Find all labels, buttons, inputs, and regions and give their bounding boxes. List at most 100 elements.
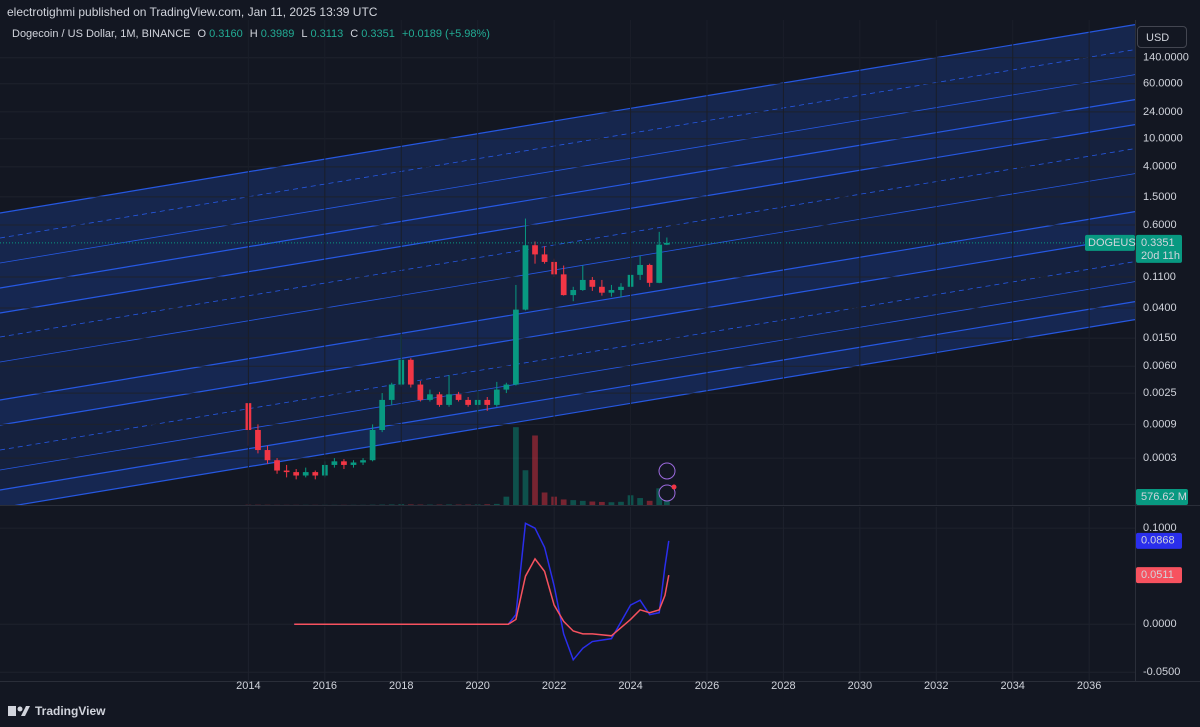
- icon[interactable]: [658, 484, 676, 502]
- candle-body: [255, 429, 261, 451]
- candle-body: [427, 394, 433, 400]
- candle-body: [369, 429, 376, 461]
- candle-body: [484, 399, 491, 405]
- volume-label: 576.62 M: [1141, 491, 1187, 503]
- y-tick-label: -0.0500: [1143, 666, 1180, 678]
- volume-bar: [388, 504, 395, 505]
- y-tick-label: 0.0003: [1143, 452, 1177, 464]
- y-tick-label: 4.0000: [1143, 161, 1177, 173]
- volume-bar: [560, 499, 567, 505]
- price-label: 0.3351: [1141, 237, 1175, 249]
- indicator-value: 0.0511: [1141, 569, 1174, 581]
- y-tick-label: 0.0060: [1143, 360, 1177, 372]
- x-tick-label: 2016: [313, 680, 337, 692]
- channel-line: [0, 74, 1135, 264]
- y-tick-label: 60.0000: [1143, 78, 1183, 90]
- x-tick-label: 2018: [389, 680, 413, 692]
- legend: Dogecoin / US Dollar, 1M, BINANCE O 0.316…: [12, 28, 490, 40]
- volume-bar: [589, 501, 596, 505]
- x-tick-label: 2020: [465, 680, 489, 692]
- footer: TradingView: [8, 704, 105, 718]
- channel-band: [0, 24, 1135, 289]
- volume-bar: [646, 500, 653, 505]
- ohlc-key: L: [301, 28, 308, 40]
- x-tick-label: 2026: [695, 680, 719, 692]
- candle-body: [646, 264, 653, 283]
- candle-body: [560, 274, 567, 296]
- candle-body: [493, 389, 500, 405]
- channel-line: [0, 235, 1135, 426]
- candle-body: [599, 286, 605, 293]
- volume-bar: [513, 427, 519, 505]
- x-tick-label: 2028: [771, 680, 795, 692]
- candle-body: [446, 394, 452, 405]
- volume-bar: [570, 500, 577, 505]
- candle-body: [663, 242, 670, 245]
- candle-body: [350, 462, 357, 465]
- icon[interactable]: [658, 462, 676, 480]
- channel-line: [0, 123, 1135, 314]
- candle-body: [541, 254, 548, 262]
- countdown: 20d 11h: [1141, 250, 1180, 262]
- publish-header: electrotighmi published on TradingView.c…: [7, 5, 378, 19]
- volume-bar: [541, 492, 548, 505]
- channel-line: [0, 261, 1135, 451]
- axes: 140.0000 60.0000 24.0000 10.0000 4.0000 1.500…: [236, 52, 1189, 692]
- ohlc-key: O: [197, 28, 207, 40]
- channel-line: [0, 173, 1135, 363]
- change: +0.0189 (+5.98%): [401, 28, 490, 40]
- ohlc-key: C: [350, 28, 359, 40]
- volume-bar: [637, 498, 643, 505]
- volume-bar: [618, 501, 624, 505]
- oscillator-pane: [0, 507, 1135, 680]
- regression-channel: [0, 23, 1135, 505]
- candle-body: [522, 245, 529, 310]
- volume-bar: [503, 496, 510, 505]
- candle-body: [455, 394, 462, 400]
- candle-body: [293, 472, 300, 476]
- candle-body: [570, 290, 577, 296]
- candle-body: [360, 460, 366, 463]
- volume-bar: [484, 504, 491, 505]
- candle-body: [274, 460, 280, 471]
- channel-line: [0, 98, 1135, 289]
- channel-band: [0, 99, 1135, 313]
- ohlc-value: 0.3160: [209, 28, 243, 40]
- y-tick-label: 0.0000: [1143, 618, 1177, 630]
- x-tick-label: 2022: [542, 680, 566, 692]
- indicator-line: [294, 557, 670, 637]
- candle-body: [618, 286, 624, 291]
- price-tag: [1136, 234, 1182, 263]
- ohlc-value: 0.3351: [361, 28, 395, 40]
- y-tick-label: 0.1000: [1143, 522, 1177, 534]
- candle-body: [532, 245, 538, 255]
- x-tick-label: 2014: [236, 680, 260, 692]
- candle-body: [264, 450, 271, 461]
- channel-line: [0, 23, 1135, 214]
- candle-body: [589, 279, 596, 287]
- y-tick-label: 140.0000: [1143, 52, 1189, 64]
- candle-body: [302, 472, 309, 476]
- currency-button[interactable]: USD: [1137, 26, 1187, 48]
- candle-body: [379, 399, 386, 430]
- symbol-tag: [1085, 234, 1135, 251]
- candle-body: [283, 470, 290, 473]
- channel-line: [0, 49, 1135, 239]
- channel-line: [14, 318, 1135, 505]
- candle-body: [417, 384, 424, 400]
- volume-bar: [608, 502, 615, 505]
- y-tick-label: 0.0009: [1143, 418, 1177, 430]
- channel-band: [0, 301, 1135, 505]
- candle-body: [388, 384, 395, 400]
- indicator-tag: [1136, 567, 1182, 584]
- y-tick-label: 1.5000: [1143, 191, 1177, 203]
- logo: [8, 706, 30, 716]
- volume-bar: [579, 500, 586, 505]
- candle-body: [503, 384, 510, 390]
- x-tick-label: 2030: [848, 680, 872, 692]
- x-tick-label: 2036: [1077, 680, 1101, 692]
- symbol-title: Dogecoin / US Dollar, 1M, BINANCE: [12, 28, 191, 40]
- price-pane: [0, 20, 1135, 505]
- indicator-line: [294, 522, 670, 662]
